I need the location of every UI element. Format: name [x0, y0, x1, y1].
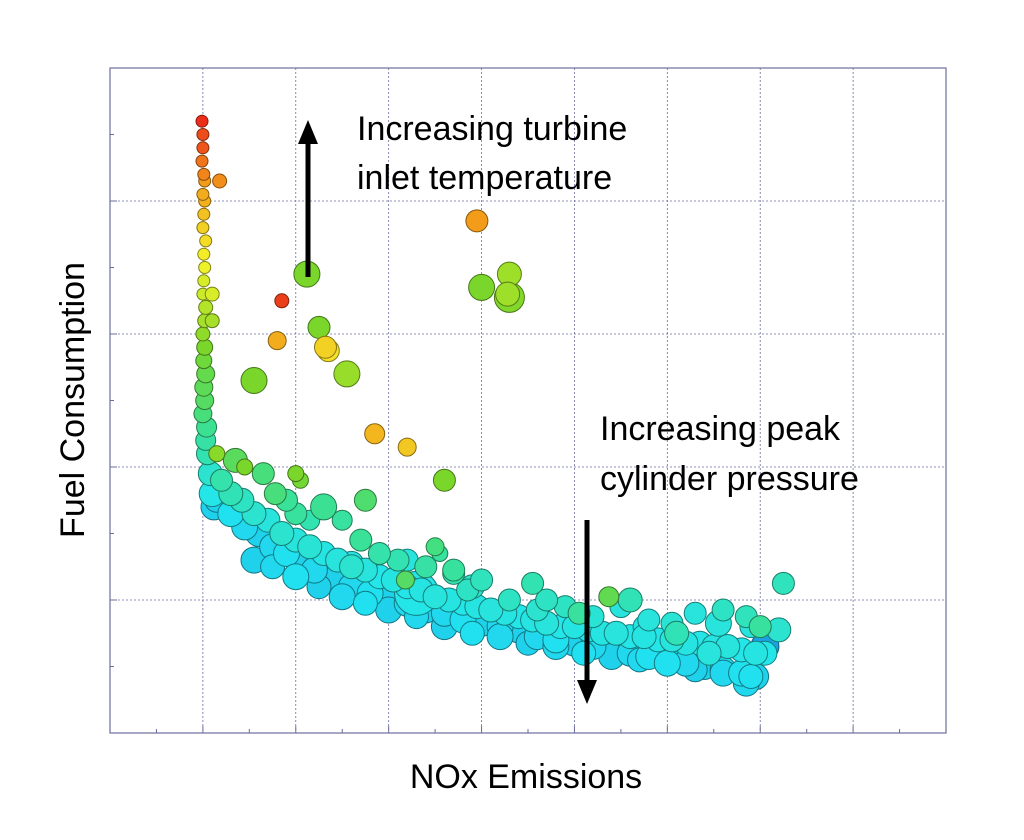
data-point [352, 590, 378, 616]
data-point [683, 601, 707, 625]
data-point [196, 128, 210, 141]
data-point [738, 664, 764, 689]
data-point [197, 167, 211, 181]
annotation-turbine-line-1: Increasing turbine [357, 110, 627, 148]
y-axis-label: Fuel Consumption [54, 262, 92, 538]
data-point [495, 281, 521, 307]
data-point [459, 620, 485, 646]
data-point [748, 615, 772, 639]
annotation-turbine-line-2: inlet temperature [357, 159, 612, 197]
axis-ticks [109, 67, 947, 734]
data-point [521, 571, 545, 595]
data-point [333, 360, 361, 388]
data-point [267, 331, 287, 351]
data-point [195, 154, 209, 168]
data-point [314, 335, 337, 359]
data-point [349, 528, 373, 552]
grid [110, 68, 946, 733]
data-point [414, 555, 438, 579]
down-arrow-icon [577, 520, 597, 704]
data-point [339, 554, 364, 580]
data-point [486, 623, 514, 651]
data-point [743, 640, 769, 666]
data-point [397, 437, 417, 457]
data-points [193, 114, 795, 697]
data-point [603, 620, 629, 646]
data-point [653, 649, 681, 677]
data-point [196, 221, 210, 235]
data-point [195, 326, 211, 342]
data-point [195, 114, 209, 128]
data-point [240, 367, 268, 394]
data-point [236, 458, 254, 476]
data-point [664, 620, 690, 646]
data-point [617, 587, 643, 613]
data-point [198, 299, 214, 315]
data-point [208, 445, 226, 463]
up-arrow-icon [298, 120, 318, 277]
data-point [274, 293, 290, 309]
data-point [478, 597, 504, 623]
data-point [196, 141, 210, 155]
data-point [422, 584, 448, 610]
data-point [395, 570, 415, 590]
data-point [287, 465, 305, 483]
annotation-pressure: Increasing peak cylinder pressure [577, 410, 859, 704]
data-point [197, 207, 211, 221]
data-point [432, 468, 456, 492]
data-point [328, 583, 356, 611]
data-point [497, 588, 521, 612]
data-point [197, 274, 211, 288]
data-point [711, 598, 735, 622]
data-point [263, 482, 287, 506]
data-point [198, 261, 212, 274]
data-point [468, 273, 496, 301]
data-point [442, 558, 466, 582]
data-point [364, 423, 386, 445]
data-point [353, 488, 377, 512]
data-point [199, 234, 213, 248]
data-point [535, 588, 559, 612]
x-axis-label: NOx Emissions [410, 758, 642, 796]
data-point [425, 537, 445, 557]
data-point [197, 247, 211, 261]
data-point [310, 493, 338, 521]
data-point [204, 286, 220, 302]
data-point [470, 568, 494, 592]
data-point [465, 209, 489, 233]
data-point [297, 534, 323, 560]
data-point [331, 509, 353, 531]
data-point [196, 187, 210, 201]
data-point [771, 571, 795, 595]
data-point [282, 563, 310, 591]
annotation-pressure-line-1: Increasing peak [600, 410, 841, 448]
data-point [637, 608, 661, 632]
data-point [212, 173, 228, 189]
data-point [196, 338, 214, 356]
data-point [307, 315, 331, 339]
annotation-turbine: Increasing turbine inlet temperature [298, 110, 627, 277]
data-point [696, 640, 722, 666]
data-point [367, 542, 391, 565]
data-point [598, 586, 620, 608]
data-point [210, 468, 233, 492]
data-point [204, 313, 220, 329]
annotation-pressure-line-2: cylinder pressure [600, 460, 859, 498]
data-point [269, 521, 295, 546]
data-point [571, 640, 597, 666]
data-point [251, 462, 275, 486]
